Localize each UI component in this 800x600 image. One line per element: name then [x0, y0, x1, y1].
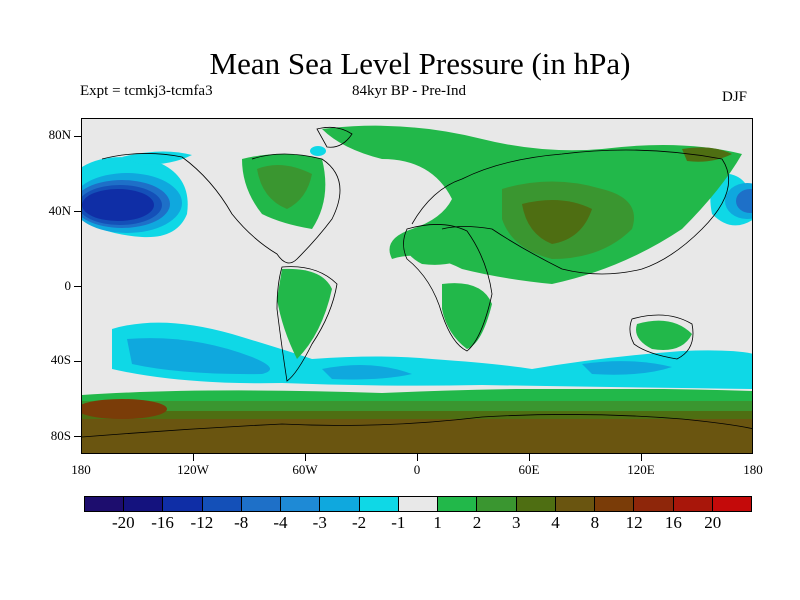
legend-label: 12 — [625, 513, 643, 532]
wpac-low-3 — [736, 189, 752, 213]
legend-label: 3 — [511, 513, 521, 532]
coastline-greenland — [316, 126, 353, 148]
arctic-low — [122, 151, 192, 165]
legend-swatch — [281, 497, 321, 511]
legend-label: -20 — [111, 513, 135, 532]
legend-label: 2 — [472, 513, 482, 532]
coastlines — [82, 126, 752, 438]
legend-label: -3 — [312, 513, 327, 532]
ylabel-80s: 80S — [50, 428, 71, 443]
legend-swatch — [320, 497, 360, 511]
ylabel-40s: 40S — [50, 352, 71, 367]
map-panel — [81, 118, 753, 454]
legend-swatch — [124, 497, 164, 511]
npac-low-5 — [82, 189, 154, 221]
xtick — [641, 454, 642, 461]
africa-pos-2 — [402, 232, 482, 265]
legend-label: 4 — [551, 513, 560, 532]
coastline-australia — [629, 314, 694, 360]
xlabel-0: 0 — [413, 462, 421, 477]
southern-low-2b — [322, 365, 412, 380]
season-label: DJF — [722, 89, 748, 105]
safrica-pos-2 — [442, 283, 492, 349]
xlabel-60e: 60E — [518, 462, 540, 477]
legend-swatch — [555, 497, 596, 511]
ylabel-80n: 80N — [48, 127, 71, 142]
coastline-north-america — [101, 153, 341, 264]
legend-swatch — [712, 497, 751, 511]
legend-swatch — [516, 497, 556, 511]
coastline-south-america — [276, 266, 338, 382]
legend-swatch — [477, 497, 517, 511]
legend-label: -1 — [391, 513, 406, 532]
xlabel-180e: 180 — [743, 462, 763, 477]
ylabel-eq: 0 — [64, 278, 72, 293]
ytick — [74, 436, 81, 437]
legend-label: 1 — [433, 513, 442, 532]
coastline-eurasia — [411, 149, 729, 275]
legend-swatch — [359, 497, 399, 511]
ylabel-40n: 40N — [48, 203, 71, 218]
ytick — [74, 136, 81, 137]
ytick — [74, 211, 81, 212]
xlabel-180w: 180 — [71, 462, 91, 477]
legend-label: -12 — [190, 513, 214, 532]
xtick — [193, 454, 194, 461]
southern-band-8 — [82, 419, 752, 453]
ytick — [74, 361, 81, 362]
ytick — [74, 286, 81, 287]
legend-swatch — [673, 497, 713, 511]
namerica-pos-3 — [257, 165, 312, 209]
pressure-field — [82, 125, 752, 453]
eurasia-pos-4 — [522, 200, 592, 244]
coastline-antarctica — [82, 414, 752, 438]
legend-label: 16 — [664, 513, 682, 532]
xlabel-60w: 60W — [292, 462, 318, 477]
siberia-pos-4 — [682, 147, 732, 162]
legend-label: -16 — [151, 513, 174, 532]
color-legend — [84, 496, 752, 512]
legend-swatch — [634, 497, 674, 511]
legend-swatch — [438, 497, 478, 511]
xtick — [529, 454, 530, 461]
chart-title: Mean Sea Level Pressure (in hPa) — [209, 46, 631, 81]
legend-swatch — [398, 497, 439, 511]
xlabel-120e: 120E — [627, 462, 655, 477]
southern-high-12 — [82, 399, 167, 419]
coastline-africa — [403, 224, 493, 352]
southern-low-2a — [127, 338, 270, 375]
southern-low-2c — [582, 361, 672, 375]
legend-label: 8 — [590, 513, 600, 532]
legend-swatch — [241, 497, 282, 511]
xtick — [417, 454, 418, 461]
legend-swatch — [202, 497, 242, 511]
legend-label: -8 — [234, 513, 249, 532]
legend-label: -4 — [273, 513, 288, 532]
experiment-label: Expt = tcmkj3-tcmfa3 — [80, 83, 213, 99]
period-label: 84kyr BP - Pre-Ind — [352, 83, 467, 99]
samerica-pos-2 — [277, 268, 332, 359]
australia-pos-2 — [636, 320, 692, 350]
xlabel-120w: 120W — [177, 462, 209, 477]
legend-swatch — [163, 497, 203, 511]
xtick — [305, 454, 306, 461]
legend-swatch — [85, 497, 125, 511]
legend-label: -2 — [351, 513, 367, 532]
greenland-low — [310, 146, 326, 156]
legend-swatch — [595, 497, 635, 511]
legend-label: 20 — [704, 513, 722, 532]
